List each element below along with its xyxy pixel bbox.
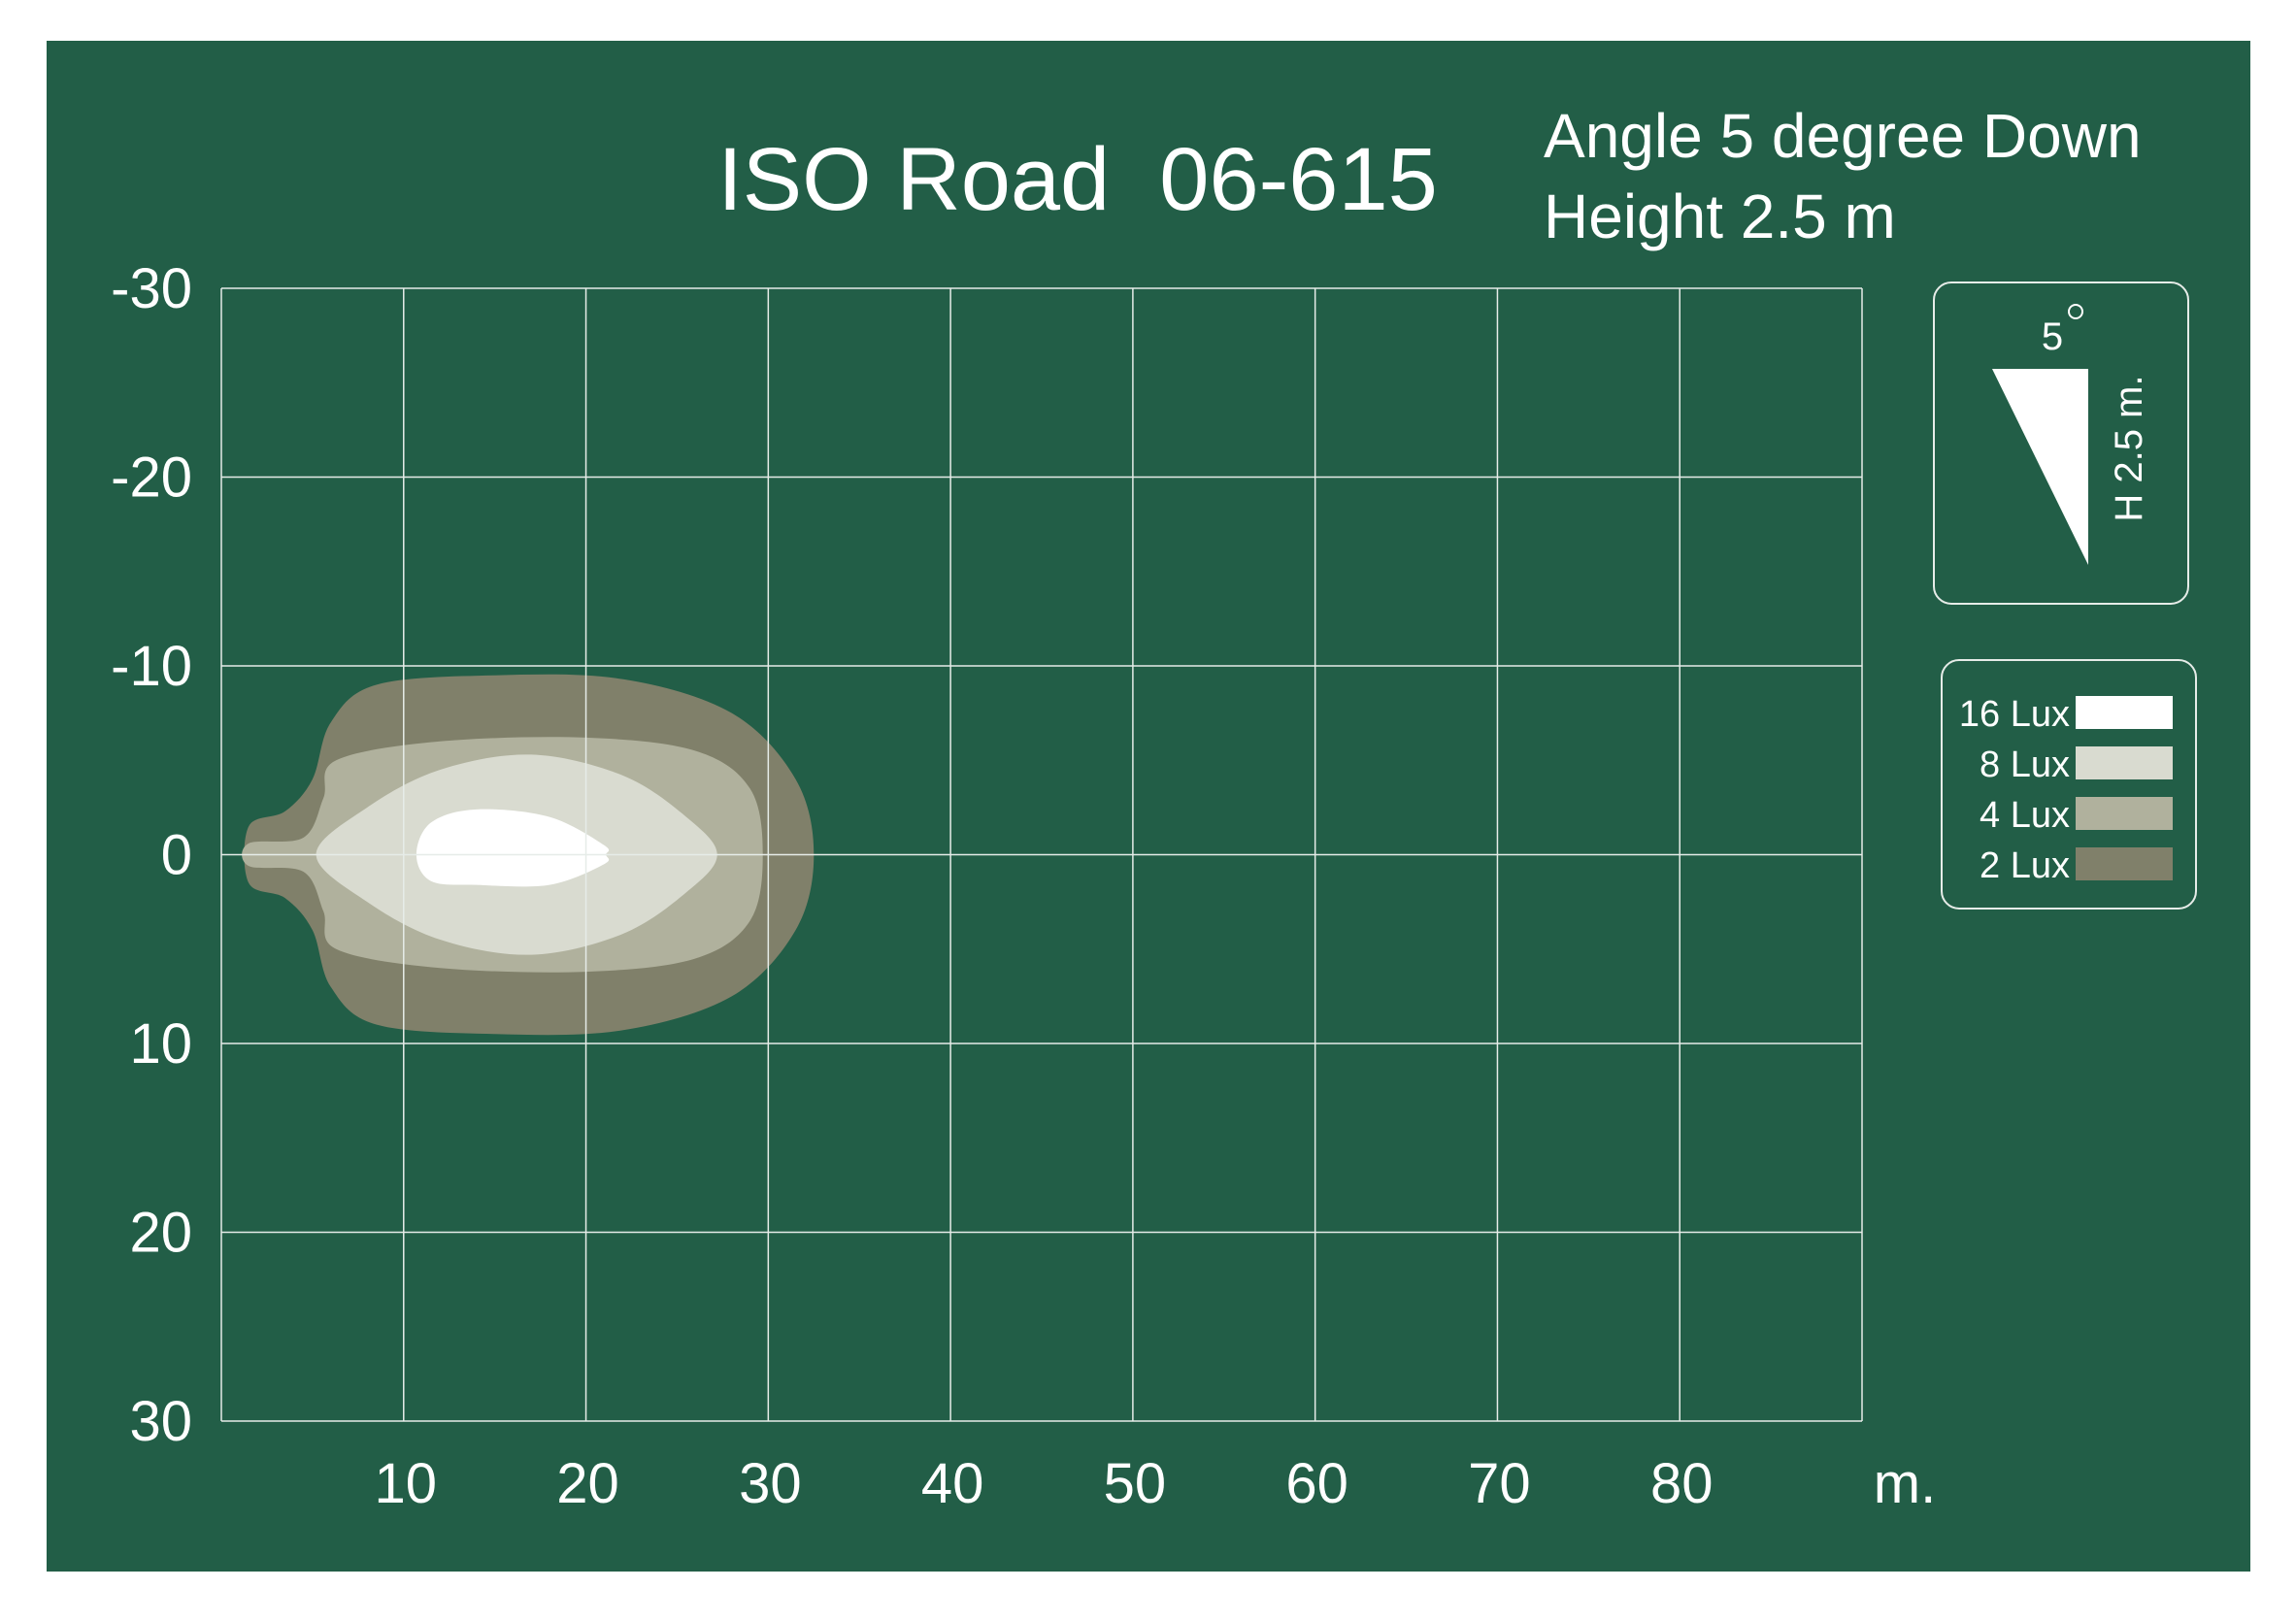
x-tick-label: 80 [1650, 1452, 1714, 1515]
legend-label: 8 Lux [1980, 745, 2070, 785]
angle-triangle-icon [1992, 369, 2088, 565]
y-tick-label: 0 [161, 824, 192, 887]
y-tick-label: -20 [111, 447, 192, 510]
legend-label: 4 Lux [1980, 795, 2070, 836]
y-tick-label: -10 [111, 635, 192, 698]
degree-icon [2068, 304, 2083, 319]
chart-title: ISO Road 06-615 [717, 130, 1438, 229]
x-tick-label: 40 [921, 1452, 984, 1515]
legend-swatch [2076, 797, 2173, 830]
angle-value: 5 [2042, 315, 2063, 358]
legend-swatch [2076, 746, 2173, 779]
x-tick-label: 30 [739, 1452, 802, 1515]
y-tick-label: -30 [111, 257, 192, 320]
angle-diagram-box [1933, 281, 2189, 605]
x-tick-labels: 10 20 30 40 50 60 70 80 [375, 1452, 1714, 1515]
legend-swatch [2076, 696, 2173, 729]
y-tick-labels: -30 -20 -10 0 10 20 30 [111, 257, 192, 1453]
x-tick-label: 50 [1104, 1452, 1167, 1515]
angle-subtitle: Angle 5 degree Down [1544, 101, 2142, 171]
legend-box [1941, 659, 2197, 910]
grid-lines [220, 287, 1863, 1422]
x-unit-label: m. [1874, 1452, 1936, 1515]
legend-label: 16 Lux [1959, 694, 2070, 735]
x-tick-label: 60 [1285, 1452, 1348, 1515]
isolux-region-16-lux [416, 809, 610, 887]
legend-label: 2 Lux [1980, 845, 2070, 886]
y-tick-label: 30 [129, 1390, 192, 1453]
legend-swatch [2076, 847, 2173, 880]
y-tick-label: 10 [129, 1012, 192, 1076]
x-tick-label: 20 [556, 1452, 619, 1515]
x-tick-label: 10 [375, 1452, 438, 1515]
legend: 16 Lux 8 Lux 4 Lux 2 Lux [1959, 694, 2173, 886]
height-label: H 2.5 m. [2108, 375, 2150, 521]
x-tick-label: 70 [1468, 1452, 1531, 1515]
y-tick-label: 20 [129, 1202, 192, 1265]
height-subtitle: Height 2.5 m [1544, 182, 1896, 251]
